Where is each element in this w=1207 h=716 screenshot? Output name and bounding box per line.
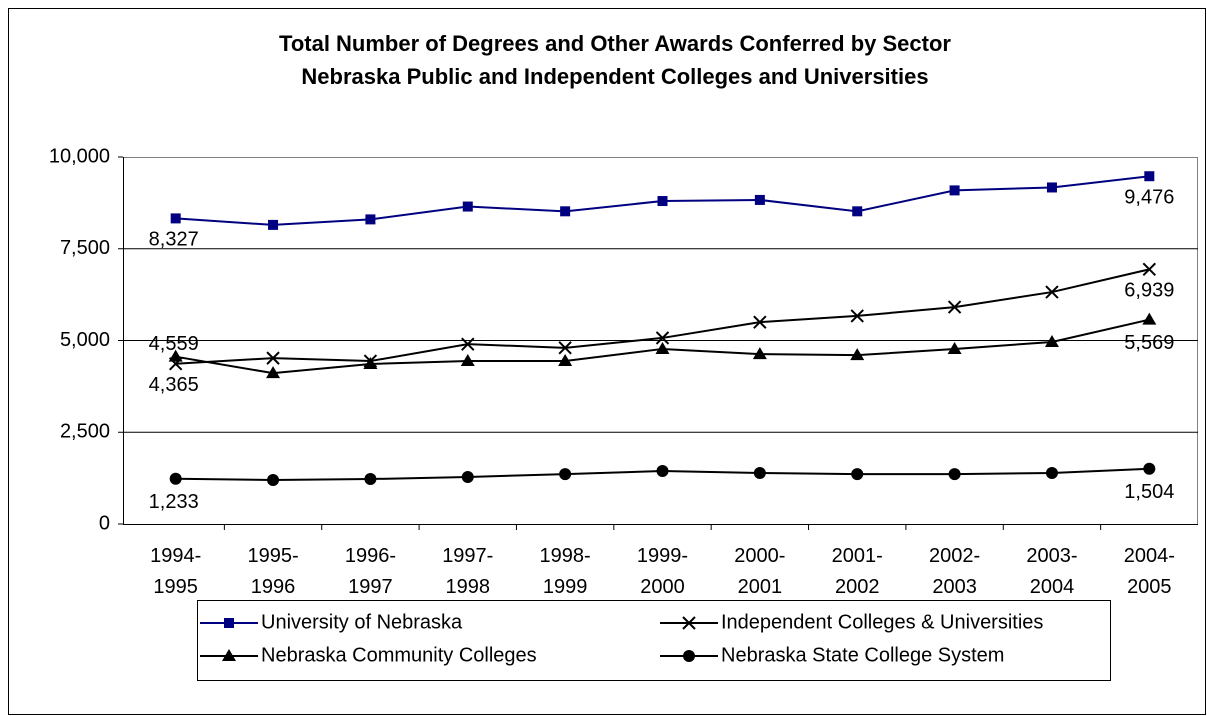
marker [948, 468, 961, 481]
marker [168, 349, 183, 362]
marker [222, 649, 236, 661]
marker [852, 206, 863, 217]
marker [1045, 466, 1058, 479]
chart-title: Total Number of Degrees and Other Awards… [279, 31, 951, 56]
marker [657, 196, 668, 207]
data-label: 4,365 [149, 374, 199, 396]
data-label: 6,939 [1124, 280, 1174, 302]
marker [656, 464, 669, 477]
marker [461, 471, 474, 484]
data-label: 9,476 [1124, 187, 1174, 209]
y-tick-label: 0 [99, 512, 110, 534]
marker [1142, 262, 1157, 277]
x-tick-label: 2002-2003 [929, 545, 980, 598]
marker [559, 468, 572, 481]
marker [170, 213, 181, 224]
x-tick-label: 1997-1998 [442, 545, 493, 598]
legend-label: Nebraska State College System [721, 644, 1004, 666]
data-label: 5,569 [1124, 332, 1174, 354]
marker [558, 341, 572, 355]
x-tick-label: 1994-1995 [150, 545, 201, 598]
marker [683, 650, 695, 662]
marker [1044, 334, 1059, 347]
marker [947, 300, 962, 314]
marker [1143, 462, 1156, 475]
marker [851, 468, 864, 481]
marker [267, 473, 280, 486]
chart-subtitle: Nebraska Public and Independent Colleges… [301, 64, 928, 89]
legend-label: Nebraska Community Colleges [261, 644, 537, 666]
marker [268, 219, 279, 230]
x-tick-label: 2004-2005 [1124, 545, 1175, 598]
marker [462, 201, 473, 212]
marker [1046, 182, 1057, 193]
x-tick-label: 1996-1997 [345, 545, 396, 598]
marker [1045, 285, 1059, 299]
x-tick-label: 1999-2000 [637, 545, 688, 598]
y-tick-label: 5,000 [60, 329, 110, 351]
marker [224, 618, 234, 628]
marker [754, 194, 765, 205]
marker [850, 348, 865, 361]
marker [949, 185, 960, 196]
marker [364, 473, 377, 486]
marker [560, 206, 571, 217]
marker [266, 351, 280, 365]
y-tick-label: 10,000 [49, 145, 110, 167]
x-tick-label: 2000-2001 [734, 545, 785, 598]
marker [363, 356, 378, 369]
marker [850, 309, 864, 323]
legend-label: University of Nebraska [261, 611, 463, 633]
x-tick-label: 1995-1996 [247, 545, 298, 598]
marker [752, 347, 767, 360]
marker [655, 331, 670, 345]
data-label: 8,327 [149, 229, 199, 251]
marker [947, 341, 962, 354]
marker [461, 337, 475, 351]
legend-label: Independent Colleges & Universities [721, 611, 1043, 633]
marker [1144, 171, 1155, 182]
legend-box [197, 600, 1111, 681]
marker [266, 366, 281, 379]
marker [753, 315, 767, 329]
y-tick-label: 2,500 [60, 421, 110, 443]
marker [365, 214, 376, 225]
data-label: 4,559 [149, 333, 199, 355]
data-label: 1,233 [149, 491, 199, 513]
marker [460, 354, 475, 367]
y-tick-label: 7,500 [60, 237, 110, 259]
x-tick-label: 2001-2002 [832, 545, 883, 598]
marker [682, 616, 696, 630]
x-tick-label: 1998-1999 [540, 545, 591, 598]
marker [753, 466, 766, 479]
x-tick-label: 2003-2004 [1026, 545, 1077, 598]
marker [558, 354, 573, 367]
marker [655, 341, 670, 354]
marker [169, 472, 182, 485]
data-label: 1,504 [1124, 481, 1174, 503]
marker [1142, 312, 1157, 325]
